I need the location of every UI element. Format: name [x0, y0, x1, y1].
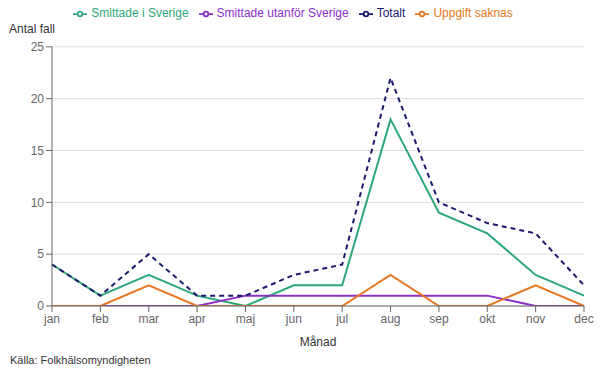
html-text:Uppgift saknas: Uppgift saknas — [433, 6, 513, 20]
svg-text:Antal fall: Antal fall — [9, 22, 55, 36]
svg-text:15: 15 — [31, 144, 45, 158]
html-text:Källa: Folkhälsomyndigheten: Källa: Folkhälsomyndigheten — [10, 354, 151, 366]
svg-text:5: 5 — [37, 247, 44, 261]
svg-text:25: 25 — [31, 40, 45, 54]
svg-text:dec: dec — [574, 312, 593, 326]
svg-text:nov: nov — [526, 312, 545, 326]
svg-text:apr: apr — [188, 312, 205, 326]
svg-text:20: 20 — [31, 92, 45, 106]
svg-text:10: 10 — [31, 196, 45, 210]
svg-text:maj: maj — [236, 312, 255, 326]
svg-text:mar: mar — [138, 312, 159, 326]
svg-text:jan: jan — [43, 312, 60, 326]
svg-text:feb: feb — [92, 312, 109, 326]
svg-text:jun: jun — [285, 312, 302, 326]
svg-text:sep: sep — [429, 312, 449, 326]
svg-text:aug: aug — [381, 312, 401, 326]
html-text:Totalt: Totalt — [376, 6, 406, 20]
svg-text:Månad: Månad — [300, 335, 337, 349]
svg-text:jul: jul — [335, 312, 348, 326]
html-text:Smittade i Sverige: Smittade i Sverige — [91, 6, 189, 20]
svg-text:0: 0 — [37, 299, 44, 313]
html-text:Smittade utanför Sverige: Smittade utanför Sverige — [216, 6, 349, 20]
svg-text:okt: okt — [479, 312, 496, 326]
